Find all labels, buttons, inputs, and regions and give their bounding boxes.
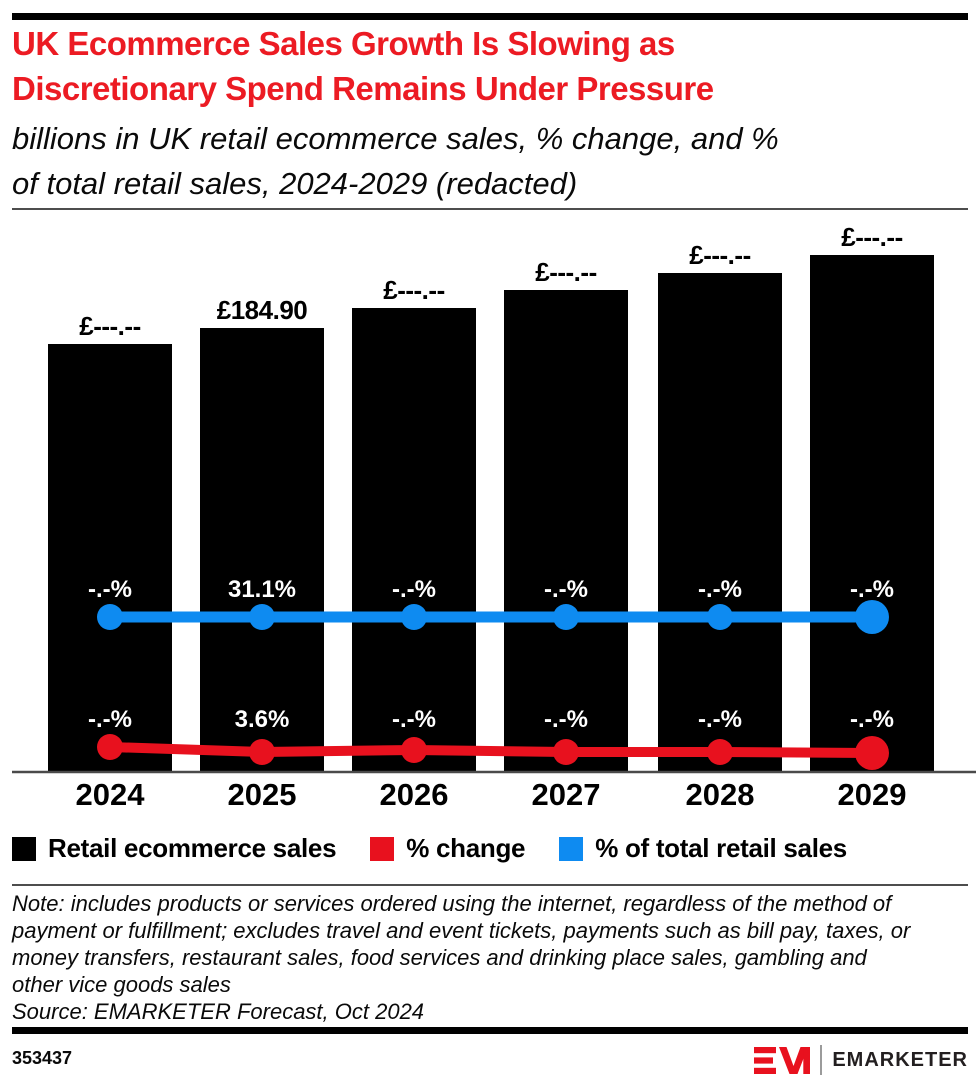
note-line-1: Note: includes products or services orde… <box>12 891 892 916</box>
chart-title: UK Ecommerce Sales Growth Is Slowing as … <box>12 21 714 111</box>
red-value-label-2029: -.-% <box>850 706 894 733</box>
brand-lockup: EMARKETER <box>754 1042 968 1078</box>
combo-chart: £---.-- -.-% -.-% 2024 £184.90 31.1% 3.6% 2025 £… <box>12 222 976 812</box>
x-axis-label-2025: 2025 <box>228 777 297 812</box>
brand-divider <box>820 1045 823 1075</box>
blue-dot-2026 <box>401 604 427 630</box>
chart-subtitle-line-2: of total retail sales, 2024-2029 (redact… <box>12 166 578 201</box>
bar-value-label-2025: £184.90 <box>217 295 308 325</box>
blue-value-label-2029: -.-% <box>850 576 894 603</box>
footer-divider-bar <box>12 1027 968 1034</box>
bar-2024 <box>48 344 172 772</box>
blue-dot-2029 <box>855 600 889 634</box>
legend-label: % change <box>406 833 526 863</box>
chart-plot-area: £---.-- -.-% -.-% 2024 £184.90 31.1% 3.6% 2025 £… <box>0 222 980 814</box>
note-line-3: money transfers, restaurant sales, food … <box>12 945 867 970</box>
note-line-4: other vice goods sales <box>12 972 231 997</box>
legend-label: Retail ecommerce sales <box>48 833 337 863</box>
red-dot-2025 <box>249 739 275 765</box>
x-axis-label-2027: 2027 <box>532 777 601 812</box>
red-value-label-2025: 3.6% <box>235 706 290 733</box>
bar-value-label-2024: £---.-- <box>79 311 140 341</box>
x-axis-label-2029: 2029 <box>838 777 907 812</box>
legend-label: % of total retail sales <box>595 833 847 863</box>
blue-value-label-2025: 31.1% <box>228 576 296 603</box>
top-divider-bar <box>12 13 968 20</box>
legend-swatch-red <box>370 836 395 861</box>
line-pct-change <box>109 742 873 758</box>
x-axis-label-2028: 2028 <box>686 777 755 812</box>
bar-value-label-2027: £---.-- <box>535 257 596 287</box>
red-dot-2029 <box>855 736 889 770</box>
legend-separator-line <box>12 884 968 886</box>
source-line: Source: EMARKETER Forecast, Oct 2024 <box>12 999 425 1024</box>
chart-subtitle: billions in UK retail ecommerce sales, %… <box>12 116 779 206</box>
blue-value-label-2028: -.-% <box>698 576 742 603</box>
red-dot-2026 <box>401 737 427 763</box>
legend-item-pct-of-total-retail-sales: % of total retail sales <box>559 833 847 864</box>
bar-2027 <box>504 290 628 772</box>
chart-id: 353437 <box>12 1048 73 1068</box>
red-value-label-2027: -.-% <box>544 706 588 733</box>
red-value-label-2026: -.-% <box>392 706 436 733</box>
bar-2025 <box>200 328 324 772</box>
blue-dot-2028 <box>707 604 733 630</box>
chart-subtitle-line-1: billions in UK retail ecommerce sales, %… <box>12 121 779 156</box>
blue-value-label-2027: -.-% <box>544 576 588 603</box>
red-dot-2027 <box>553 739 579 765</box>
header-separator-line <box>12 208 968 210</box>
bar-2029 <box>810 255 934 772</box>
note-line-2: payment or fulfillment; excludes travel … <box>12 918 911 943</box>
blue-value-label-2026: -.-% <box>392 576 436 603</box>
x-axis-label-2026: 2026 <box>380 777 449 812</box>
red-value-label-2024: -.-% <box>88 706 132 733</box>
blue-dot-2024 <box>97 604 123 630</box>
red-value-label-2028: -.-% <box>698 706 742 733</box>
legend-item-retail-ecommerce-sales: Retail ecommerce sales <box>12 833 337 864</box>
chart-legend: Retail ecommerce sales % change % of tot… <box>12 833 847 864</box>
bar-2028 <box>658 273 782 772</box>
legend-item-pct-change: % change <box>370 833 526 864</box>
x-axis-label-2024: 2024 <box>76 777 146 812</box>
red-dot-2024 <box>97 734 123 760</box>
legend-swatch-black <box>12 836 36 861</box>
chart-title-line-2: Discretionary Spend Remains Under Pressu… <box>12 70 714 107</box>
legend-swatch-blue <box>559 836 584 861</box>
blue-dot-2025 <box>249 604 275 630</box>
bar-value-label-2029: £---.-- <box>841 222 902 252</box>
blue-dot-2027 <box>553 604 579 630</box>
emarketer-logo-icon <box>754 1046 811 1074</box>
bar-value-label-2028: £---.-- <box>689 240 750 270</box>
red-dot-2028 <box>707 739 733 765</box>
bar-2026 <box>352 308 476 772</box>
brand-wordmark: EMARKETER <box>832 1048 968 1071</box>
blue-value-label-2024: -.-% <box>88 576 132 603</box>
footnote-block: Note: includes products or services orde… <box>12 890 910 1025</box>
bar-value-label-2026: £---.-- <box>383 275 444 305</box>
chart-title-line-1: UK Ecommerce Sales Growth Is Slowing as <box>12 25 675 62</box>
